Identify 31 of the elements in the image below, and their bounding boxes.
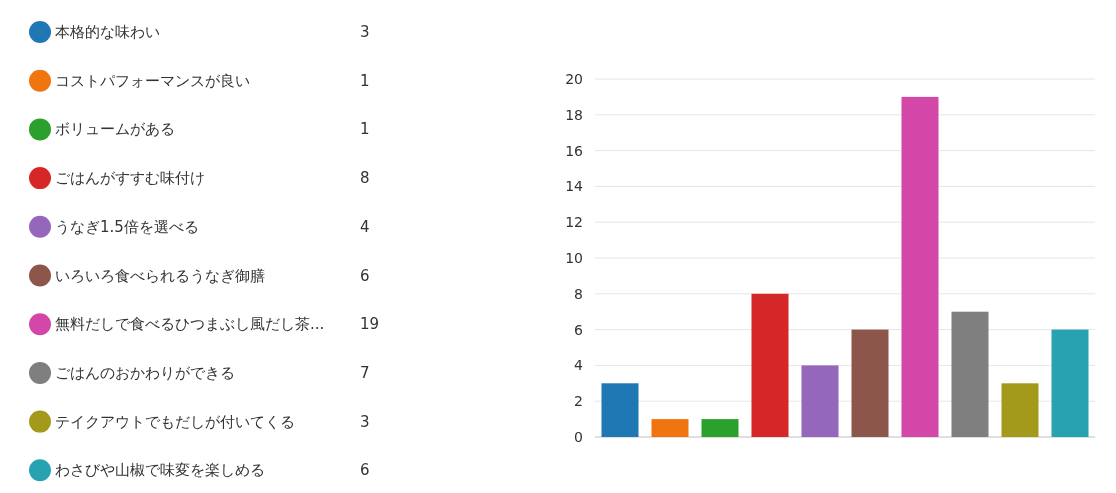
annotation: 4 <box>360 217 370 236</box>
annotation: 3 <box>360 23 370 41</box>
y-tick-label: 6 <box>574 321 584 338</box>
y-tick-label: 4 <box>574 357 584 374</box>
annotation: 6 <box>360 461 370 480</box>
annotation: 6 <box>360 266 370 285</box>
annotation: 3 <box>360 412 370 431</box>
legend-label: ボリュームがある <box>55 120 175 139</box>
annotation: 7 <box>360 363 370 382</box>
annotation: 19 <box>360 315 380 334</box>
legend-label: ごはんがすすむ味付け <box>55 169 205 188</box>
y-tick-label: 2 <box>574 393 583 410</box>
annotation: 1 <box>360 71 370 90</box>
legend-label: ごはんのおかわりができる <box>55 363 235 382</box>
legend-label: コストパフォーマンスが良い <box>55 71 250 90</box>
legend-label: 本格的な味わい <box>55 23 160 41</box>
legend-label: うなぎ1.5倍を選べる <box>55 217 199 236</box>
legend-label: 無料だしで食べるひつまぶし風だし茶... <box>55 315 325 334</box>
y-tick-label: 18 <box>565 106 583 123</box>
y-tick-label: 10 <box>565 250 583 266</box>
y-tick-label: 16 <box>565 142 584 159</box>
annotation: 8 <box>360 169 370 188</box>
y-tick-label: 20 <box>565 71 583 87</box>
annotation: 1 <box>360 120 370 139</box>
y-tick-label: 14 <box>565 178 584 195</box>
y-tick-label: 0 <box>574 429 583 445</box>
y-tick-label: 12 <box>565 214 583 231</box>
legend-label: わさびや山椒で味変を楽しめる <box>55 461 265 480</box>
y-tick-label: 8 <box>574 285 583 302</box>
legend-label: いろいろ食べられるうなぎ御膳 <box>55 266 265 285</box>
legend-label: テイクアウトでもだしが付いてくる <box>55 412 295 431</box>
